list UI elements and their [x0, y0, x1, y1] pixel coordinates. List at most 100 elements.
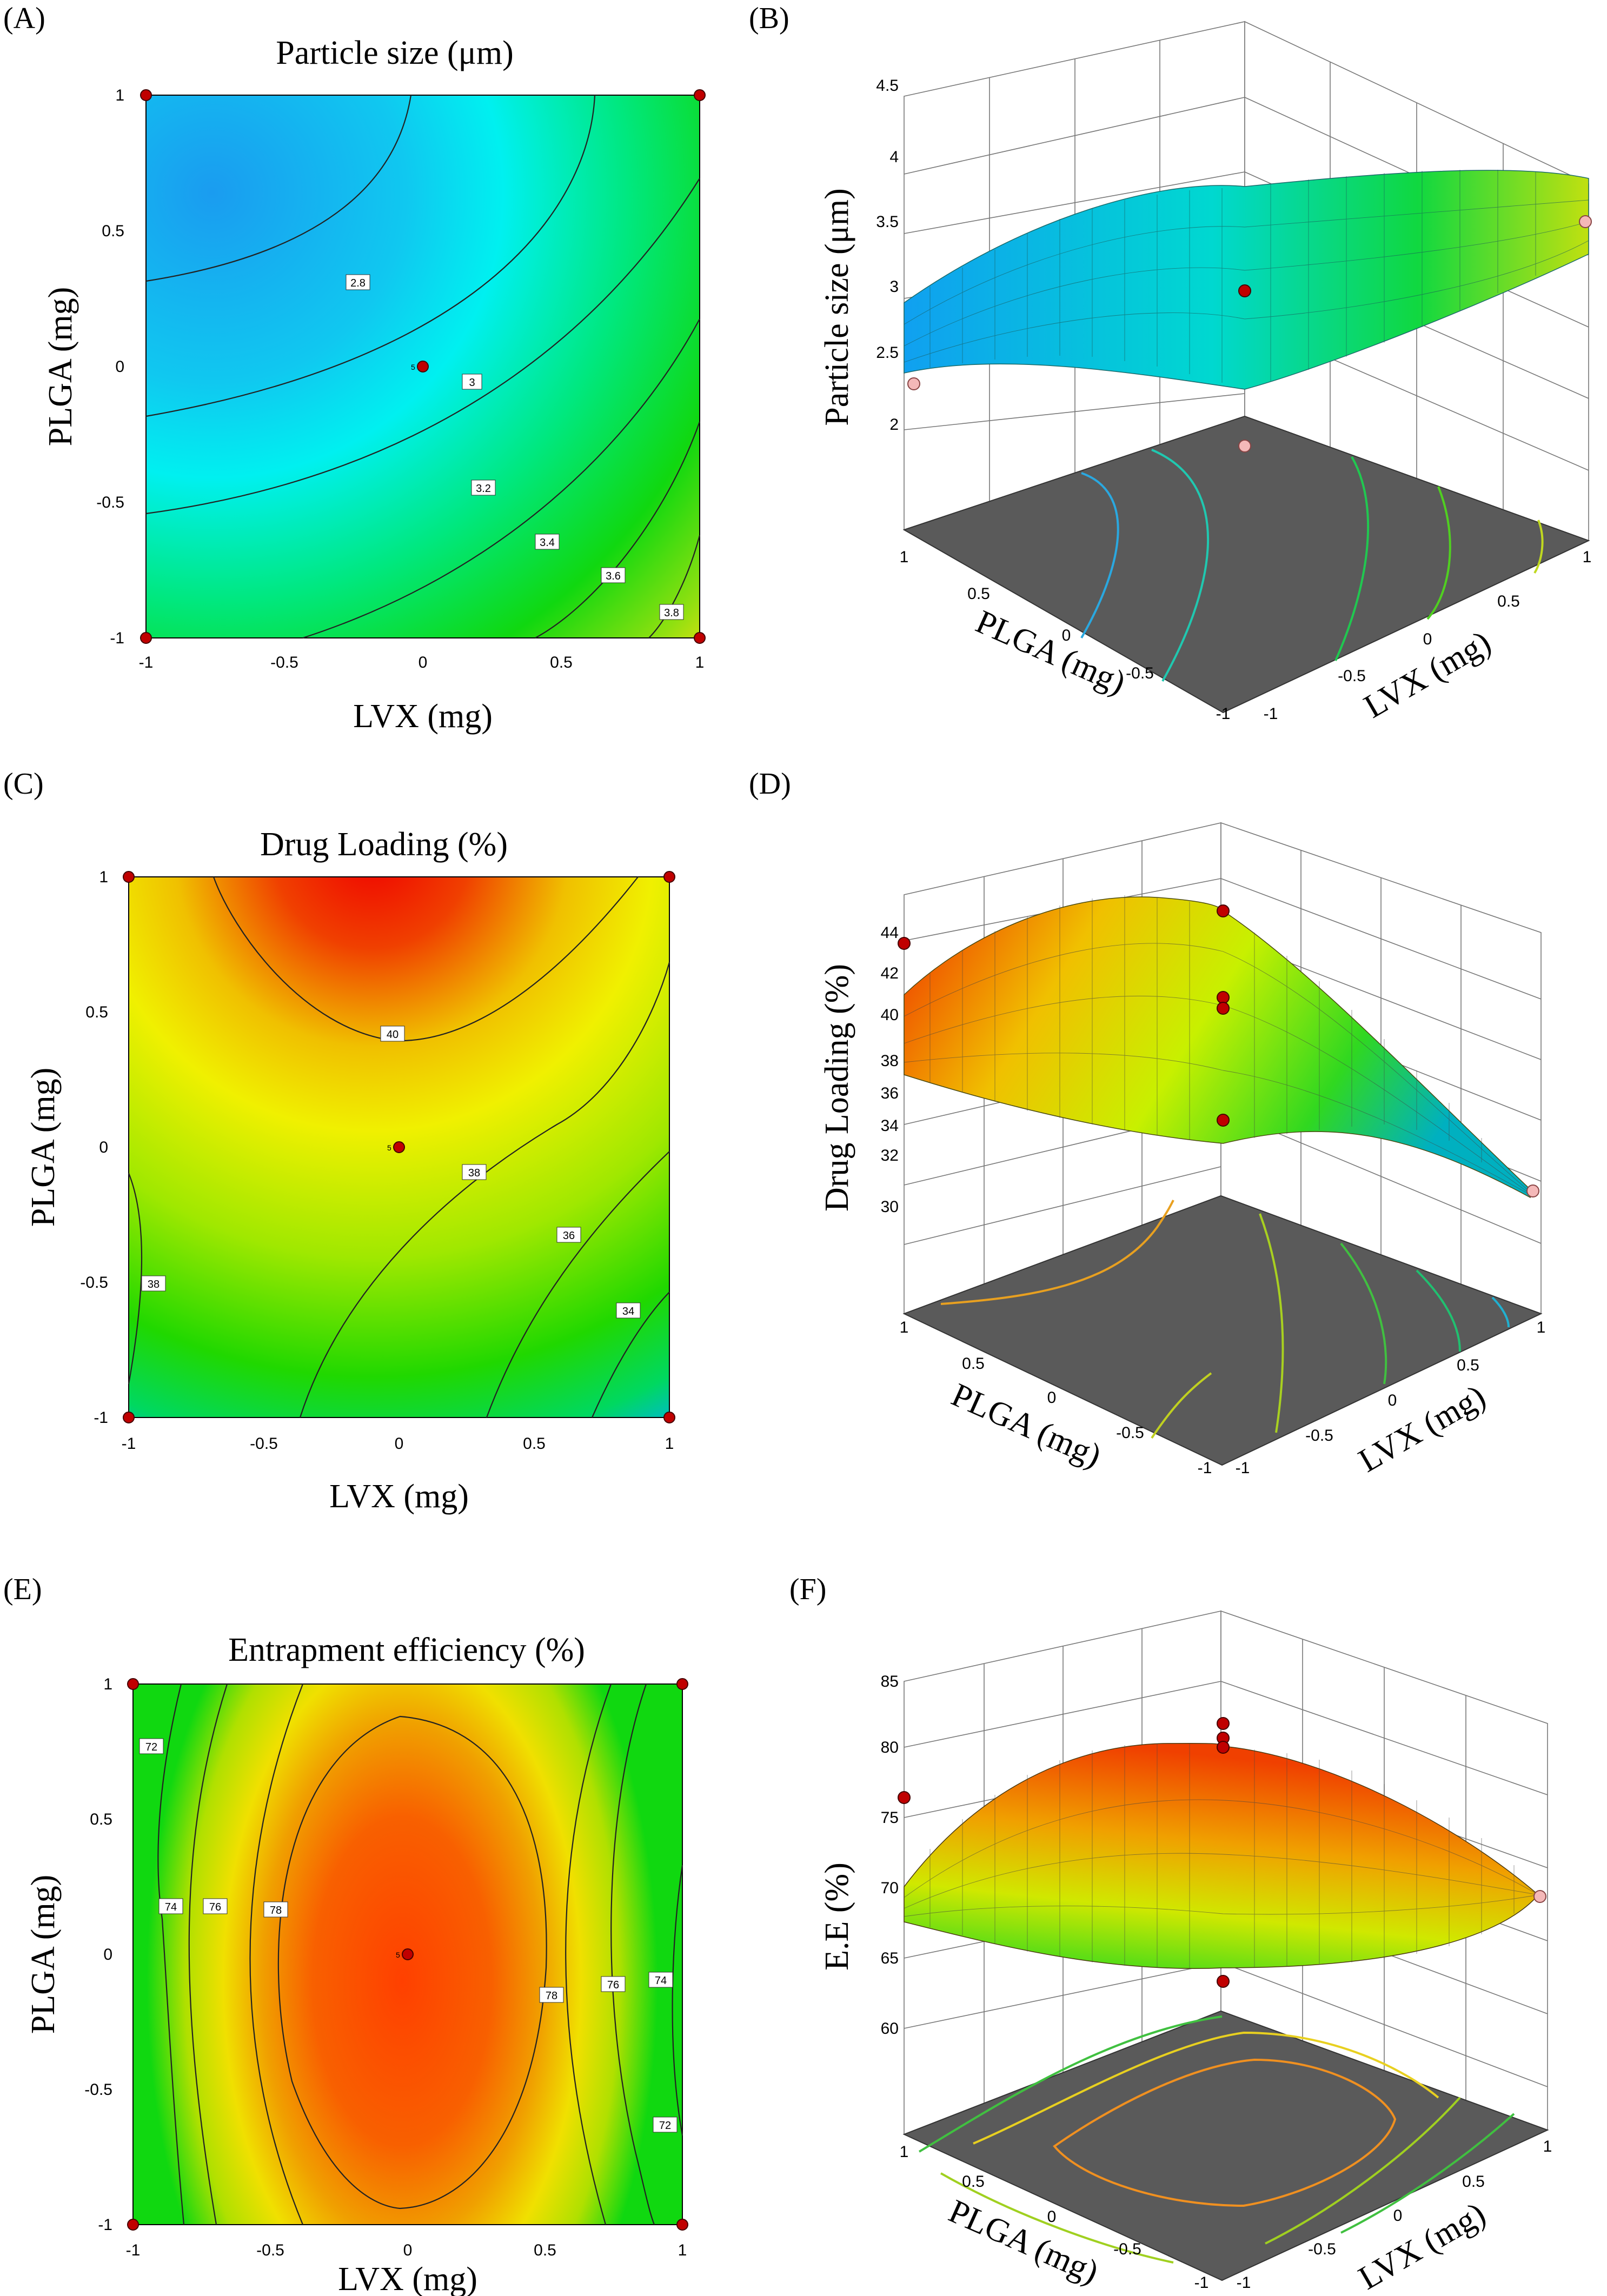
floor-b	[902, 415, 1590, 714]
x-tick: 0.5	[523, 1435, 546, 1453]
z-tick: 2.5	[876, 344, 899, 362]
x-tick: -1	[126, 2241, 141, 2259]
contour-label: 38	[148, 1279, 160, 1290]
y-tick: -0.5	[1113, 2240, 1141, 2258]
z-tick: 80	[881, 1739, 899, 1756]
contour-title-e: Entrapment efficiency (%)	[228, 1632, 585, 1668]
y-tick: 0	[1047, 1389, 1057, 1407]
z-axis-label-b: Particle size (μm)	[819, 188, 855, 426]
design-point	[898, 1791, 911, 1804]
design-point	[123, 871, 135, 883]
design-point	[1238, 284, 1251, 297]
y-axis-label-e: PLGA (mg)	[25, 1875, 62, 2034]
contour-label: 74	[165, 1901, 177, 1913]
x-tick: 0	[403, 2241, 413, 2259]
y-axis-label-c: PLGA (mg)	[25, 1068, 62, 1227]
z-tick: 44	[881, 924, 899, 942]
design-point	[898, 937, 911, 950]
z-axis-label-d: Drug Loading (%)	[819, 964, 855, 1212]
contour-labels-c: 40 38 36 34 38	[141, 1026, 641, 1319]
z-tick: 42	[881, 964, 899, 982]
x-tick: -1	[1236, 1459, 1250, 1477]
design-point	[1217, 1717, 1230, 1730]
contour-label: 78	[546, 1990, 557, 2002]
x-tick: -1	[139, 654, 154, 671]
x-ticks-d: -1 -0.5 0 0.5 1	[1236, 1319, 1546, 1477]
design-point	[1217, 1975, 1230, 1988]
x-tick: 0	[395, 1435, 404, 1453]
panel-d: (D)	[749, 767, 1545, 1480]
x-tick: 0.5	[1497, 593, 1520, 610]
x-tick: -0.5	[250, 1435, 278, 1453]
design-point	[1217, 991, 1230, 1004]
surface-d	[904, 896, 1531, 1199]
x-tick: 1	[1537, 1319, 1546, 1336]
y-tick: -0.5	[84, 2081, 112, 2099]
x-tick: -1	[122, 1435, 136, 1453]
panel-letter-a: (A)	[3, 2, 45, 35]
y-tick: 0	[1047, 2208, 1057, 2226]
x-axis-label-a: LVX (mg)	[353, 698, 493, 735]
design-point	[127, 2219, 139, 2231]
panel-letter-e: (E)	[3, 1573, 42, 1606]
x-tick: 0	[1423, 630, 1432, 648]
y-tick: -0.5	[1116, 1424, 1144, 1442]
y-tick: 1	[900, 548, 909, 566]
center-point	[393, 1141, 405, 1153]
y-tick: 0.5	[962, 1355, 985, 1373]
y-tick: 0.5	[85, 1003, 108, 1021]
design-point	[1526, 1184, 1539, 1197]
y-tick: 1	[99, 868, 108, 886]
surface-points-f	[898, 1717, 1546, 1988]
y-ticks-f: 1 0.5 0 -0.5 -1	[900, 2143, 1209, 2292]
z-tick: 40	[881, 1006, 899, 1024]
design-points-a: 5	[140, 89, 706, 644]
y-tick: 0.5	[90, 1811, 112, 1828]
x-tick: -0.5	[1338, 667, 1366, 685]
contour-label: 3	[469, 377, 475, 389]
contour-label: 3.8	[664, 607, 679, 619]
design-points-c: 5	[123, 871, 675, 1423]
design-point	[1579, 215, 1592, 228]
x-tick: 0.5	[550, 654, 573, 671]
center-replicate-label: 5	[396, 1951, 400, 1959]
design-point	[907, 377, 920, 390]
contour-title-a: Particle size (μm)	[276, 35, 514, 71]
x-tick: 0.5	[534, 2241, 556, 2259]
center-replicate-label: 5	[411, 363, 415, 371]
z-tick: 34	[881, 1117, 899, 1135]
z-tick: 70	[881, 1879, 899, 1897]
y-ticks-c: -1 -0.5 0 0.5 1	[80, 868, 108, 1427]
x-ticks-a: -1 -0.5 0 0.5 1	[139, 654, 705, 671]
y-tick: -1	[1194, 2274, 1209, 2292]
z-tick: 38	[881, 1052, 899, 1070]
y-tick: -1	[98, 2216, 112, 2234]
contour-labels-e: 72 74 76 78 78 76 74 72	[139, 1738, 678, 2133]
z-tick: 60	[881, 2020, 899, 2038]
z-ticks-d: 30 32 34 36 38 40 42 44	[881, 924, 899, 1216]
y-tick: 0.5	[962, 2173, 985, 2191]
floor-d	[902, 1195, 1543, 1466]
x-tick: -0.5	[256, 2241, 284, 2259]
surface-points-b	[907, 215, 1592, 452]
contour-label: 40	[387, 1029, 399, 1041]
x-tick: 1	[695, 654, 705, 671]
y-tick: 0.5	[102, 222, 124, 240]
center-point	[417, 361, 429, 372]
design-point	[676, 2219, 688, 2231]
design-point	[663, 1412, 675, 1423]
contour-label: 74	[655, 1975, 667, 1987]
surface-mesh-f	[904, 1743, 1539, 1969]
contour-lines-a	[145, 95, 701, 639]
y-tick: 0	[1062, 627, 1071, 644]
y-tick: -1	[94, 1409, 108, 1427]
design-points-e: 5	[127, 1678, 688, 2231]
center-replicate-label: 5	[387, 1143, 391, 1152]
x-tick: 1	[1583, 548, 1592, 566]
x-tick: -0.5	[270, 654, 298, 671]
z-tick: 3	[889, 278, 899, 296]
z-tick: 4	[889, 148, 899, 166]
design-point	[1238, 440, 1251, 452]
design-point	[1217, 1741, 1230, 1754]
